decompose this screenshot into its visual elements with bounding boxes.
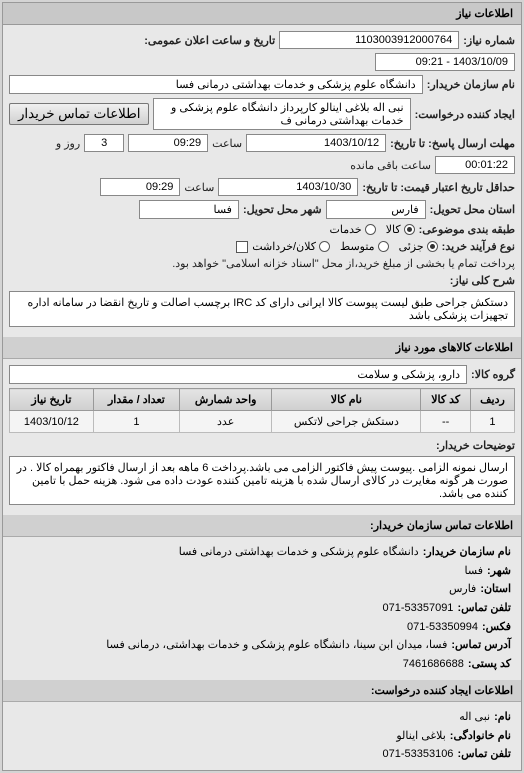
col-date: تاریخ نیاز: [10, 389, 94, 411]
validity-date: 1403/10/30: [218, 178, 358, 196]
days-label: روز و: [56, 137, 80, 150]
desc-field: دستکش جراحی طبق لیست پیوست کالا ایرانی د…: [9, 291, 515, 327]
radio-dot-icon: [404, 224, 415, 235]
table-row: 1 -- دستکش جراحی لاتکس عدد 1 1403/10/12: [10, 411, 515, 433]
radio-dot-icon: [378, 241, 389, 252]
deadline-send-time: 09:29: [128, 134, 208, 152]
creator-contact-block: نام:نبی اله نام خانوادگی: بلاغی اینالو تل…: [3, 702, 521, 770]
cc-lastname-label: نام خانوادگی:: [450, 727, 511, 746]
col-code: کد کالا: [421, 389, 471, 411]
goods-group-field: دارو، پزشکی و سلامت: [9, 365, 467, 384]
bc-province-label: استان:: [480, 580, 511, 599]
col-qty: تعداد / مقدار: [93, 389, 179, 411]
table-header-row: ردیف کد کالا نام کالا واحد شمارش تعداد /…: [10, 389, 515, 411]
cc-tel-label: تلفن تماس:: [457, 745, 511, 764]
days-remaining: 3: [84, 134, 124, 152]
cell-name: دستکش جراحی لاتکس: [272, 411, 421, 433]
cell-idx: 1: [470, 411, 514, 433]
panel-title: اطلاعات نیاز: [3, 3, 521, 25]
bc-tel: 071-53357091: [382, 599, 453, 618]
buyer-notes-text: ارسال نمونه الزامی .پیوست پیش فاکتور الز…: [17, 462, 508, 500]
radio-high[interactable]: کلان/خرداشت: [252, 240, 330, 253]
buyer-name-field: دانشگاه علوم پزشکی و خدمات بهداشتی درمان…: [9, 75, 423, 94]
process-label: نوع فرآیند خرید:: [442, 240, 515, 253]
province-label: استان محل تحویل:: [430, 203, 515, 216]
cc-name-label: نام:: [494, 708, 511, 727]
bc-postal: 7461686688: [403, 655, 464, 674]
cell-date: 1403/10/12: [10, 411, 94, 433]
announce-label: تاریخ و ساعت اعلان عمومی:: [144, 34, 275, 47]
cc-lastname: بلاغی اینالو: [396, 727, 445, 746]
radio-kala-label: کالا: [386, 223, 401, 236]
bc-tel-label: تلفن تماس:: [457, 599, 511, 618]
time-remaining: 00:01:22: [435, 156, 515, 174]
city-label: شهر محل تحویل:: [243, 203, 322, 216]
col-name: نام کالا: [272, 389, 421, 411]
radio-khadamat-label: خدمات: [330, 223, 362, 236]
creator-contact-title: اطلاعات ایجاد کننده درخواست:: [3, 680, 521, 702]
announce-field: 1403/10/09 - 09:21: [375, 53, 515, 71]
buyer-contact-block: نام سازمان خریدار:دانشگاه علوم پزشکی و خ…: [3, 537, 521, 680]
radio-mid-label: متوسط: [340, 240, 375, 253]
bc-addr-label: آدرس تماس:: [451, 636, 511, 655]
group-label: طبقه بندی موضوعی:: [419, 223, 515, 236]
bc-city-label: شهر:: [487, 562, 511, 581]
province-field: فارس: [326, 200, 426, 219]
creator-label: ایجاد کننده درخواست:: [415, 108, 515, 121]
group-radio-group: کالا خدمات: [330, 223, 415, 236]
radio-mid[interactable]: متوسط: [340, 240, 389, 253]
bc-fax: 071-53350994: [407, 618, 478, 637]
cc-name: نبی اله: [459, 708, 490, 727]
request-no-label: شماره نیاز:: [463, 34, 515, 47]
process-radio-group: جزئی متوسط کلان/خرداشت: [252, 240, 437, 253]
bc-org: دانشگاه علوم پزشکی و خدمات بهداشتی درمان…: [179, 543, 419, 562]
cc-tel: 071-53353106: [382, 745, 453, 764]
bc-province: فارس: [449, 580, 476, 599]
treasury-checkbox[interactable]: [236, 241, 248, 253]
radio-low[interactable]: جزئی: [399, 240, 438, 253]
radio-kala[interactable]: کالا: [386, 223, 415, 236]
radio-dot-icon: [365, 224, 376, 235]
payment-note: پرداخت تمام یا بخشی از مبلغ خرید،از محل …: [172, 257, 515, 270]
request-no-field: 1103003912000764: [279, 31, 459, 49]
col-idx: ردیف: [470, 389, 514, 411]
time-label-2: ساعت: [184, 181, 214, 194]
bc-addr: فسا، میدان ابن سینا، دانشگاه علوم پزشکی …: [106, 636, 447, 655]
desc-label: شرح کلی نیاز:: [450, 274, 515, 287]
deadline-send-label: مهلت ارسال پاسخ: تا تاریخ:: [390, 137, 515, 150]
time-label-1: ساعت: [212, 137, 242, 150]
goods-group-label: گروه کالا:: [471, 368, 515, 381]
city-field: فسا: [139, 200, 239, 219]
goods-section-title: اطلاعات کالاهای مورد نیاز: [3, 337, 521, 359]
creator-field: نبی اله بلاغی اینالو کارپرداز دانشگاه عل…: [153, 98, 410, 130]
bc-postal-label: کد پستی:: [468, 655, 511, 674]
col-unit: واحد شمارش: [179, 389, 271, 411]
cell-qty: 1: [93, 411, 179, 433]
radio-khadamat[interactable]: خدمات: [330, 223, 376, 236]
buyer-notes-label: توضیحات خریدار:: [436, 439, 515, 452]
bc-fax-label: فکس:: [482, 618, 511, 637]
validity-label: حداقل تاریخ اعتبار قیمت: تا تاریخ:: [362, 181, 515, 194]
cell-code: --: [421, 411, 471, 433]
remaining-label: ساعت باقی مانده: [350, 159, 431, 172]
goods-table: ردیف کد کالا نام کالا واحد شمارش تعداد /…: [9, 388, 515, 433]
deadline-send-date: 1403/10/12: [246, 134, 386, 152]
radio-dot-icon: [319, 241, 330, 252]
cell-unit: عدد: [179, 411, 271, 433]
validity-time: 09:29: [100, 178, 180, 196]
radio-dot-icon: [427, 241, 438, 252]
radio-low-label: جزئی: [399, 240, 424, 253]
need-info-panel: اطلاعات نیاز شماره نیاز: 110300391200076…: [2, 2, 522, 771]
buyer-contact-button[interactable]: اطلاعات تماس خریدار: [9, 103, 149, 125]
buyer-name-label: نام سازمان خریدار:: [427, 78, 515, 91]
buyer-contact-title: اطلاعات تماس سازمان خریدار:: [3, 515, 521, 537]
radio-high-label: کلان/خرداشت: [252, 240, 316, 253]
bc-city: فسا: [465, 562, 483, 581]
bc-org-label: نام سازمان خریدار:: [423, 543, 511, 562]
buyer-notes-field: ارسال نمونه الزامی .پیوست پیش فاکتور الز…: [9, 456, 515, 505]
